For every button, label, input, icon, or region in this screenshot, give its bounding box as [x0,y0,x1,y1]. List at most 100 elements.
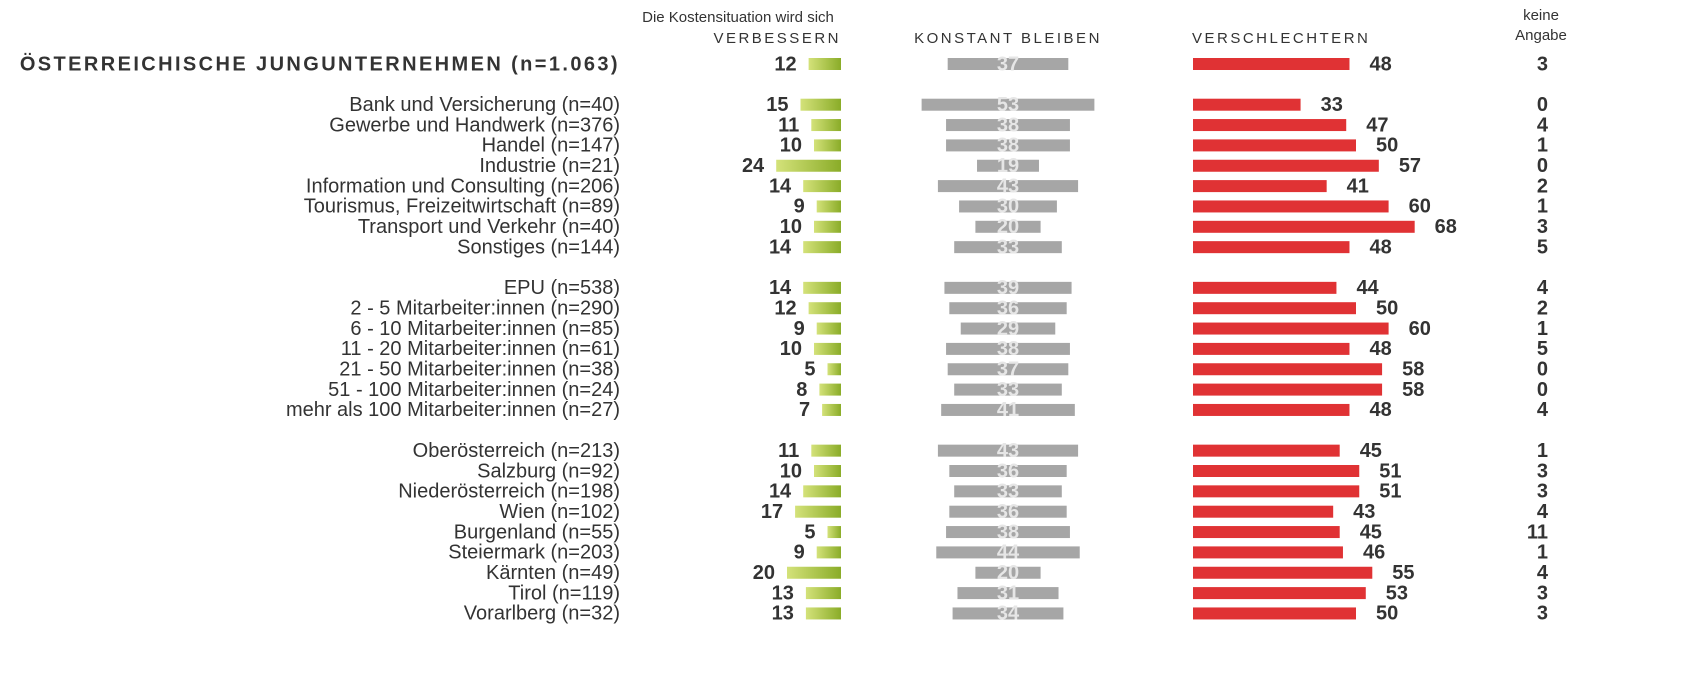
bar [941,403,1075,416]
value-label: 3 [1537,460,1548,482]
value-label: 10 [780,338,802,360]
category-label: Bank und Versicherung (n=40) [349,94,620,116]
bar [1193,505,1334,518]
category-label: Wien (n=102) [499,501,620,523]
bar [975,566,1041,579]
value-label: 15 [766,94,788,116]
category-label: Information und Consulting (n=206) [306,175,620,197]
bar [921,98,1095,111]
value-label: 13 [772,582,794,604]
category-label: Burgenland (n=55) [454,521,620,543]
value-label: 5 [804,359,815,381]
bar [954,241,1062,254]
bar [1193,220,1415,233]
value-label: 0 [1537,359,1548,381]
value-label: 43 [997,175,1019,197]
value-label: 0 [1537,155,1548,177]
value-label: 3 [1537,603,1548,625]
category-label: Gewerbe und Handwerk (n=376) [329,114,620,136]
bar [944,281,1072,294]
bar [949,465,1067,477]
category-label: Steiermark (n=203) [448,542,620,564]
bar [1193,119,1347,132]
value-label: 37 [997,359,1019,381]
value-label: 5 [804,521,815,543]
bar [819,383,841,396]
value-label: 53 [997,94,1019,116]
bar [787,566,841,579]
value-label: 11 [1527,521,1548,543]
bar [827,526,841,539]
bar [1193,607,1356,620]
value-label: 48 [1369,53,1391,75]
value-label: 38 [997,114,1019,136]
bar [808,302,841,315]
bar [1193,139,1356,152]
value-label: 11 [778,114,799,136]
bar [937,180,1079,193]
bar [1193,444,1340,457]
value-label: 2 [1537,297,1548,319]
value-label: 4 [1537,399,1549,421]
series-header: KONSTANT BLEIBEN [914,30,1102,47]
value-label: 37 [997,53,1019,75]
category-label: mehr als 100 Mitarbeiter:innen (n=27) [286,399,620,421]
value-label: 53 [1386,582,1408,604]
value-label: 58 [1402,359,1424,381]
value-label: 5 [1537,236,1548,258]
bar [975,220,1041,233]
bar [811,119,841,132]
value-label: 24 [742,155,765,177]
bar [814,139,841,152]
category-label: Handel (n=147) [482,135,620,157]
value-label: 43 [1353,501,1375,523]
value-label: 57 [1399,155,1421,177]
value-label: 1 [1537,318,1548,340]
value-label: 3 [1537,481,1548,503]
value-label: 20 [753,562,775,584]
value-label: 4 [1537,114,1549,136]
value-label: 7 [799,399,810,421]
series-header: keine Angabe [1515,7,1567,44]
value-label: 19 [997,155,1019,177]
value-label: 5 [1537,338,1548,360]
bar [1193,98,1301,111]
category-label: 21 - 50 Mitarbeiter:innen (n=38) [339,359,620,381]
bar [827,363,841,376]
subtitle: Die Kostensituation wird sich [642,9,834,26]
value-label: 3 [1537,582,1548,604]
value-label: 46 [1363,542,1385,564]
category-label: 2 - 5 Mitarbeiter:innen (n=290) [350,297,620,319]
bar [936,546,1080,559]
value-label: 9 [794,318,805,340]
bar [805,607,841,620]
category-label: Kärnten (n=49) [486,562,620,584]
bar [954,485,1062,498]
value-label: 14 [769,236,792,258]
value-label: 13 [772,603,794,625]
bar [1193,383,1383,396]
bar [803,241,841,254]
value-label: 44 [1356,277,1379,299]
value-label: 50 [1376,135,1398,157]
value-label: 3 [1537,216,1548,238]
value-label: 34 [997,603,1020,625]
value-label: 1 [1537,196,1548,218]
value-label: 33 [997,481,1019,503]
bar [803,180,841,193]
value-label: 17 [761,501,783,523]
value-label: 4 [1537,562,1549,584]
value-label: 9 [794,542,805,564]
value-label: 55 [1392,562,1414,584]
bar [814,342,841,355]
bar [1193,58,1350,70]
value-label: 4 [1537,277,1549,299]
bar [1193,363,1383,376]
value-label: 38 [997,521,1019,543]
bar [1193,485,1360,498]
bar [1193,342,1350,355]
value-label: 33 [1321,94,1343,116]
value-label: 44 [997,542,1020,564]
value-label: 1 [1537,440,1548,462]
